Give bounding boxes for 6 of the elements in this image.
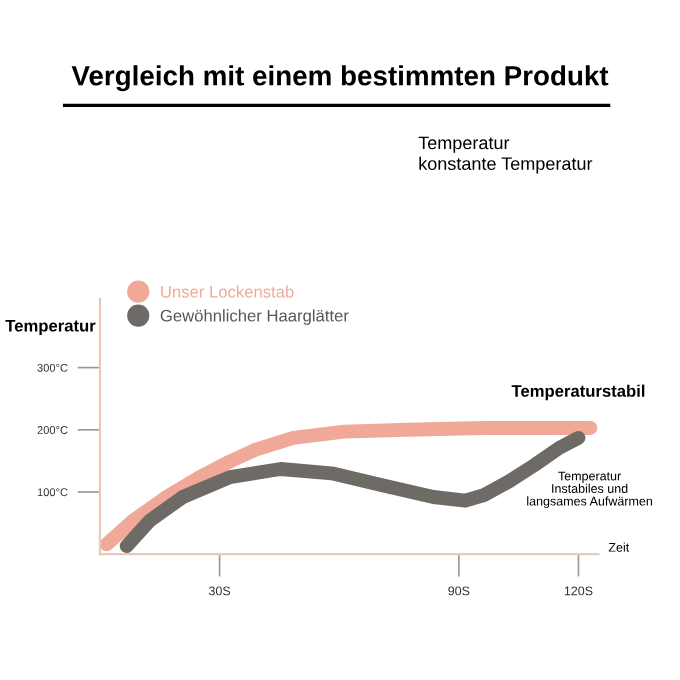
text: Temperatur konstante Temperatur (418, 136, 593, 174)
legend-label: Gewöhnlicher Haarglätter (160, 309, 349, 325)
annotation: Temperaturstabil (511, 384, 645, 401)
chart-title: Vergleich mit einem bestimmten Produkt (71, 65, 609, 92)
legend-label: Unser Lockenstab (161, 285, 294, 298)
y-axis-title: Temperatur (5, 319, 96, 335)
